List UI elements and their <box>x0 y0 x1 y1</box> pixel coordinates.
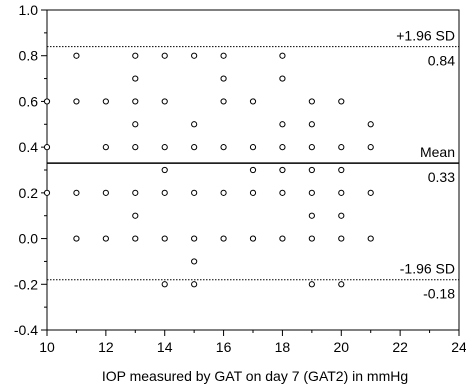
data-point <box>249 98 257 105</box>
data-point <box>73 189 80 196</box>
y-tick-label: 0.0 <box>19 231 39 247</box>
data-point <box>161 235 168 242</box>
y-tick-label: 1.0 <box>19 2 39 18</box>
x-tick-label: 24 <box>451 339 466 355</box>
data-point <box>308 235 315 242</box>
data-point <box>220 144 227 151</box>
data-point <box>338 98 345 105</box>
data-point <box>102 189 109 196</box>
data-point <box>279 166 286 174</box>
data-point <box>43 189 51 196</box>
y-tick-label: 0.6 <box>19 93 39 109</box>
data-point <box>367 189 374 196</box>
data-point <box>249 166 257 174</box>
y-tick-label: 0.8 <box>19 48 39 64</box>
data-point <box>338 189 345 196</box>
x-tick-label: 16 <box>216 339 232 355</box>
data-point <box>367 121 374 128</box>
y-tick-label: -0.4 <box>14 322 38 338</box>
reference-line-label: -1.96 SD <box>400 261 455 277</box>
data-point <box>102 144 109 151</box>
data-point <box>132 75 139 82</box>
data-point <box>249 235 257 242</box>
reference-line-value: -0.18 <box>423 286 455 302</box>
data-point <box>367 144 374 151</box>
data-point <box>191 281 198 288</box>
data-point <box>338 144 345 151</box>
data-point <box>308 212 315 219</box>
data-point <box>161 281 168 288</box>
y-tick-label: 0.2 <box>19 185 39 201</box>
data-point <box>279 189 286 196</box>
y-tick-label: -0.2 <box>14 276 38 292</box>
data-point <box>220 235 227 242</box>
data-point <box>43 98 51 105</box>
x-tick-label: 12 <box>98 339 114 355</box>
data-point <box>338 212 345 219</box>
data-point <box>338 235 345 242</box>
data-point <box>161 166 168 174</box>
data-point <box>132 212 139 219</box>
data-point <box>249 144 257 151</box>
data-point <box>102 98 109 105</box>
data-point <box>73 98 80 105</box>
data-point <box>279 235 286 242</box>
x-tick-label: 14 <box>157 339 173 355</box>
data-point <box>191 121 198 128</box>
data-point <box>43 144 51 151</box>
reference-line-label: +1.96 SD <box>396 28 455 44</box>
data-point <box>308 189 315 196</box>
data-point <box>191 258 198 265</box>
data-point <box>132 189 139 196</box>
x-tick-label: 20 <box>333 339 349 355</box>
data-point <box>132 235 139 242</box>
data-point <box>191 52 198 59</box>
x-tick-label: 18 <box>275 339 291 355</box>
data-point <box>220 189 227 196</box>
data-point <box>279 75 286 82</box>
data-point <box>161 144 168 151</box>
data-point <box>73 52 80 59</box>
data-point <box>308 121 315 128</box>
data-point <box>338 281 345 288</box>
data-point <box>73 235 80 242</box>
data-point <box>279 52 286 59</box>
reference-line-value: 0.84 <box>428 53 455 69</box>
data-point <box>161 98 168 105</box>
data-point <box>132 98 139 105</box>
reference-lines: +1.96 SD 0.84 Mean 0.33 -1.96 SD -0.18 <box>47 28 459 302</box>
data-point <box>132 121 139 128</box>
data-point <box>191 235 198 242</box>
y-tick-label: 0.4 <box>19 139 39 155</box>
reference-line-value: 0.33 <box>428 169 455 185</box>
data-point <box>308 281 315 288</box>
axes: 10 12 14 16 18 20 22 24 -0.4 -0.2 0.0 0.2 0.4 0.6 0.8 1… <box>14 2 466 355</box>
x-axis-label: IOP measured by GAT on day 7 (GAT2) in m… <box>102 368 408 384</box>
data-point <box>367 235 374 242</box>
data-point <box>308 166 315 174</box>
x-tick-label: 10 <box>39 339 55 355</box>
x-tick-label: 22 <box>392 339 408 355</box>
data-point <box>249 189 257 196</box>
data-point <box>279 121 286 128</box>
data-point <box>279 144 286 151</box>
data-point <box>220 98 227 105</box>
data-point <box>132 52 139 59</box>
data-point <box>191 189 198 196</box>
data-point <box>161 189 168 196</box>
data-point <box>338 166 345 174</box>
data-point <box>220 75 227 82</box>
data-point <box>220 52 227 59</box>
data-point <box>308 144 315 151</box>
data-point <box>308 98 315 105</box>
data-point <box>132 144 139 151</box>
data-points <box>43 52 374 288</box>
data-point <box>161 52 168 59</box>
reference-line-label: Mean <box>420 144 455 160</box>
data-point <box>102 235 109 242</box>
data-point <box>191 144 198 151</box>
